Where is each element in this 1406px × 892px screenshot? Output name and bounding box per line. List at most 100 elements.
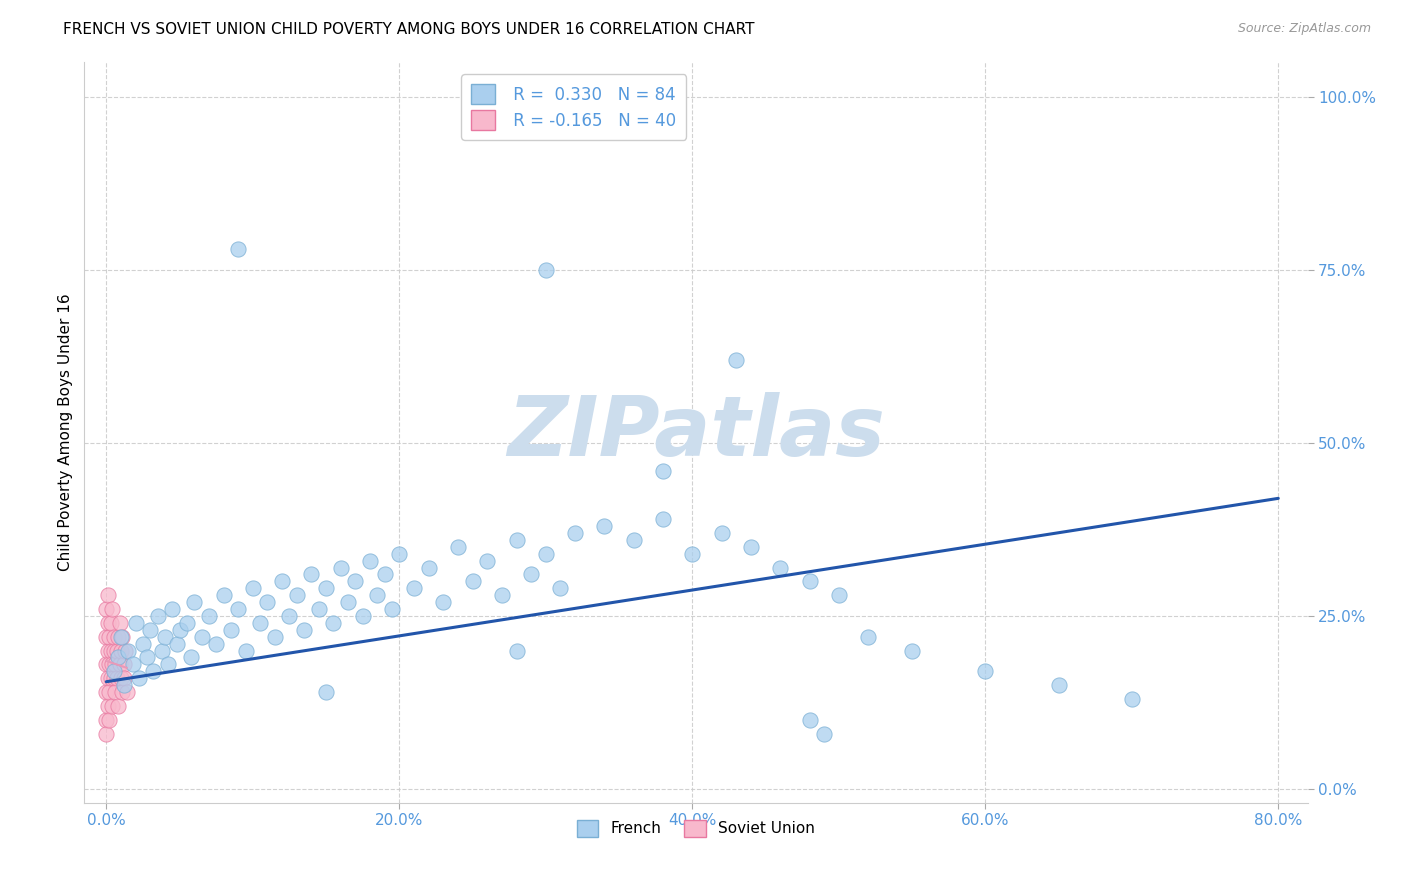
Point [112,671,135,685]
Point [112,678,135,692]
Point [292,623,315,637]
Point [198,609,221,624]
Point [212,588,235,602]
Point [432,595,454,609]
Point [132,637,155,651]
Point [97,615,120,630]
Point [249,615,271,630]
Point [139,623,162,637]
Point [96,602,118,616]
Point [477,554,499,568]
Point [98,630,121,644]
Point [226,602,249,616]
Point [769,560,792,574]
Point [226,242,249,256]
Point [146,609,169,624]
Point [278,609,301,624]
Point [107,650,129,665]
Point [142,665,165,679]
Point [103,665,125,679]
Point [97,671,120,685]
Point [111,630,134,644]
Point [534,263,557,277]
Point [100,615,122,630]
Point [136,650,159,665]
Point [98,657,121,672]
Point [162,602,184,616]
Point [520,567,543,582]
Text: Source: ZipAtlas.com: Source: ZipAtlas.com [1237,22,1371,36]
Point [329,560,352,574]
Point [166,637,188,651]
Point [190,630,212,644]
Point [1047,678,1070,692]
Point [491,588,513,602]
Point [505,643,527,657]
Point [183,595,205,609]
Point [593,519,616,533]
Point [322,615,344,630]
Point [799,713,821,727]
Point [100,671,122,685]
Point [156,657,179,672]
Point [97,588,120,602]
Point [374,567,396,582]
Point [105,643,128,657]
Point [315,685,337,699]
Point [725,353,748,368]
Legend: French, Soviet Union: French, Soviet Union [571,814,821,843]
Point [110,643,132,657]
Point [534,547,557,561]
Text: ZIPatlas: ZIPatlas [508,392,884,473]
Point [299,567,322,582]
Point [124,615,146,630]
Point [681,547,703,561]
Point [108,657,131,672]
Point [623,533,645,547]
Point [813,726,835,740]
Point [128,671,150,685]
Point [315,582,337,596]
Point [96,685,118,699]
Point [974,665,997,679]
Point [337,595,360,609]
Point [96,726,118,740]
Point [96,713,118,727]
Point [97,698,120,713]
Point [205,637,228,651]
Point [107,698,129,713]
Point [256,595,278,609]
Point [235,643,257,657]
Point [1121,692,1143,706]
Point [308,602,330,616]
Point [111,685,134,699]
Point [652,512,675,526]
Point [153,630,176,644]
Point [112,657,135,672]
Point [352,609,374,624]
Point [169,623,191,637]
Point [98,685,121,699]
Point [110,671,132,685]
Point [105,671,128,685]
Point [242,582,264,596]
Point [96,657,118,672]
Point [176,615,198,630]
Point [97,643,120,657]
Point [263,630,285,644]
Point [107,630,129,644]
Point [402,582,425,596]
Point [117,643,139,657]
Point [96,630,118,644]
Point [108,615,131,630]
Point [101,602,124,616]
Point [219,623,242,637]
Text: FRENCH VS SOVIET UNION CHILD POVERTY AMONG BOYS UNDER 16 CORRELATION CHART: FRENCH VS SOVIET UNION CHILD POVERTY AMO… [63,22,755,37]
Point [366,588,388,602]
Point [101,657,124,672]
Point [381,602,404,616]
Point [103,671,125,685]
Point [388,547,411,561]
Point [114,643,136,657]
Y-axis label: Child Poverty Among Boys Under 16: Child Poverty Among Boys Under 16 [58,293,73,572]
